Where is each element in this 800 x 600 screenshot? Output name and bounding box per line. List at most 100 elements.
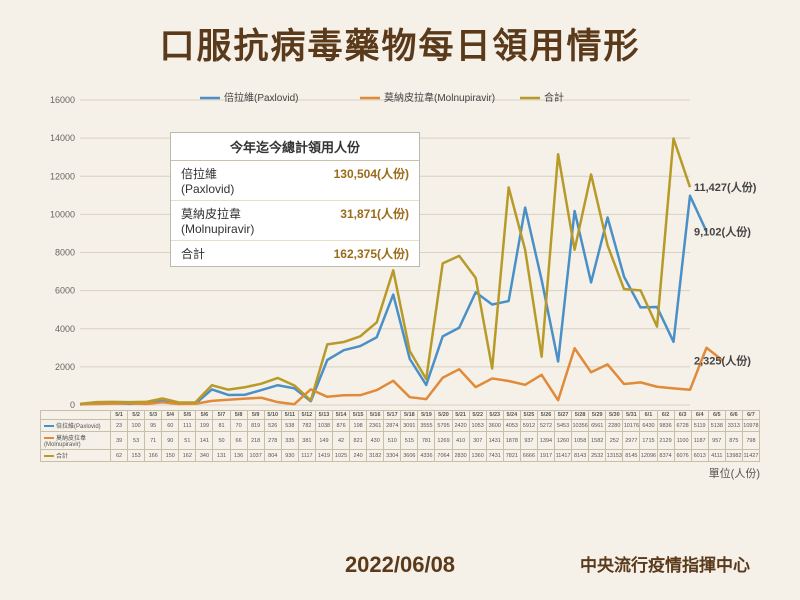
table-cell: 876 [333,420,350,432]
table-cell: 2361 [367,420,384,432]
table-date-header: 5/28 [572,411,589,420]
table-date-header: 5/12 [298,411,315,420]
svg-text:0: 0 [70,400,75,410]
table-cell: 252 [606,432,623,450]
table-cell: 5912 [520,420,537,432]
table-cell: 1100 [674,432,691,450]
summary-row-label: 倍拉維 (Paxlovid) [181,165,234,196]
table-cell: 5138 [708,420,725,432]
table-cell: 2280 [606,420,623,432]
table-cell: 5795 [435,420,452,432]
table-cell: 3304 [384,450,401,462]
footer-org: 中央流行疫情指揮中心 [580,551,750,576]
table-cell: 430 [367,432,384,450]
table-cell: 71 [145,432,162,450]
summary-row-label: 合計 [181,245,205,262]
table-cell: 6013 [691,450,708,462]
table-cell: 141 [196,432,213,450]
table-cell: 8143 [572,450,589,462]
table-cell: 11417 [555,450,572,462]
table-cell: 1117 [298,450,315,462]
table-cell: 7821 [503,450,520,462]
table-cell: 199 [196,420,213,432]
table-date-header: 5/30 [606,411,623,420]
series-line [80,348,723,405]
table-cell: 131 [213,450,230,462]
table-date-header: 5/13 [315,411,332,420]
table-cell: 6666 [520,450,537,462]
legend-item: 合計 [544,91,564,104]
table-cell: 70 [230,420,247,432]
table-cell: 42 [333,432,350,450]
table-date-header: 5/8 [230,411,247,420]
table-series-name: 倍拉維(Paxlovid) [41,420,111,432]
table-date-header: 5/20 [435,411,452,420]
table-date-header: 5/17 [384,411,401,420]
summary-row-value: 31,871(人份) [340,205,409,236]
table-cell: 798 [742,432,759,450]
svg-text:16000: 16000 [50,95,75,105]
summary-row: 合計162,375(人份) [171,241,419,266]
table-date-header: 5/26 [537,411,554,420]
table-cell: 1187 [691,432,708,450]
table-date-header: 5/21 [452,411,469,420]
table-date-header: 5/6 [196,411,213,420]
summary-row: 倍拉維 (Paxlovid)130,504(人份) [171,161,419,201]
table-date-header: 6/7 [742,411,759,420]
table-date-header: 6/6 [725,411,742,420]
table-cell: 5119 [691,420,708,432]
table-cell: 8374 [657,450,674,462]
table-cell: 3091 [401,420,418,432]
table-date-header: 6/4 [691,411,708,420]
table-cell: 50 [213,432,230,450]
table-cell: 136 [230,450,247,462]
table-cell: 6430 [640,420,657,432]
table-cell: 66 [230,432,247,450]
table-cell: 150 [162,450,179,462]
table-cell: 1419 [315,450,332,462]
table-cell: 1038 [315,420,332,432]
table-date-header: 5/31 [623,411,640,420]
svg-text:6000: 6000 [55,286,75,296]
series-end-label: 2,325(人份) [694,354,751,368]
table-cell: 1917 [537,450,554,462]
table-cell: 538 [281,420,298,432]
table-cell: 1394 [537,432,554,450]
summary-box: 今年迄今總計領用人份 倍拉維 (Paxlovid)130,504(人份)莫納皮拉… [170,132,420,267]
table-cell: 8145 [623,450,640,462]
table-cell: 111 [179,420,196,432]
table-date-header: 5/1 [111,411,128,420]
table-cell: 10978 [742,420,759,432]
table-cell: 875 [725,432,742,450]
table-corner [41,411,111,420]
table-cell: 526 [264,420,281,432]
table-date-header: 5/10 [264,411,281,420]
table-date-header: 6/3 [674,411,691,420]
series-end-label: 11,427(人份) [694,180,757,194]
table-cell: 278 [264,432,281,450]
table-cell: 60 [162,420,179,432]
table-cell: 335 [281,432,298,450]
table-cell: 153 [128,450,145,462]
table-cell: 381 [298,432,315,450]
table-cell: 4053 [503,420,520,432]
table-cell: 62 [111,450,128,462]
table-cell: 2129 [657,432,674,450]
series-end-label: 9,102(人份) [694,224,751,238]
table-date-header: 5/19 [418,411,435,420]
table-cell: 51 [179,432,196,450]
table-cell: 1037 [247,450,264,462]
table-cell: 2977 [623,432,640,450]
table-cell: 240 [350,450,367,462]
table-cell: 198 [350,420,367,432]
table-cell: 930 [281,450,298,462]
data-table: 5/15/25/35/45/55/65/75/85/95/105/115/125… [40,410,760,462]
table-row: 莫納皮拉韋(Molnupiravir)395371905114150662182… [41,432,760,450]
table-cell: 1878 [503,432,520,450]
legend-item: 倍拉維(Paxlovid) [224,91,298,104]
table-date-header: 5/25 [520,411,537,420]
table-date-header: 5/23 [486,411,503,420]
table-date-header: 5/9 [247,411,264,420]
table-cell: 10356 [572,420,589,432]
table-cell: 2874 [384,420,401,432]
